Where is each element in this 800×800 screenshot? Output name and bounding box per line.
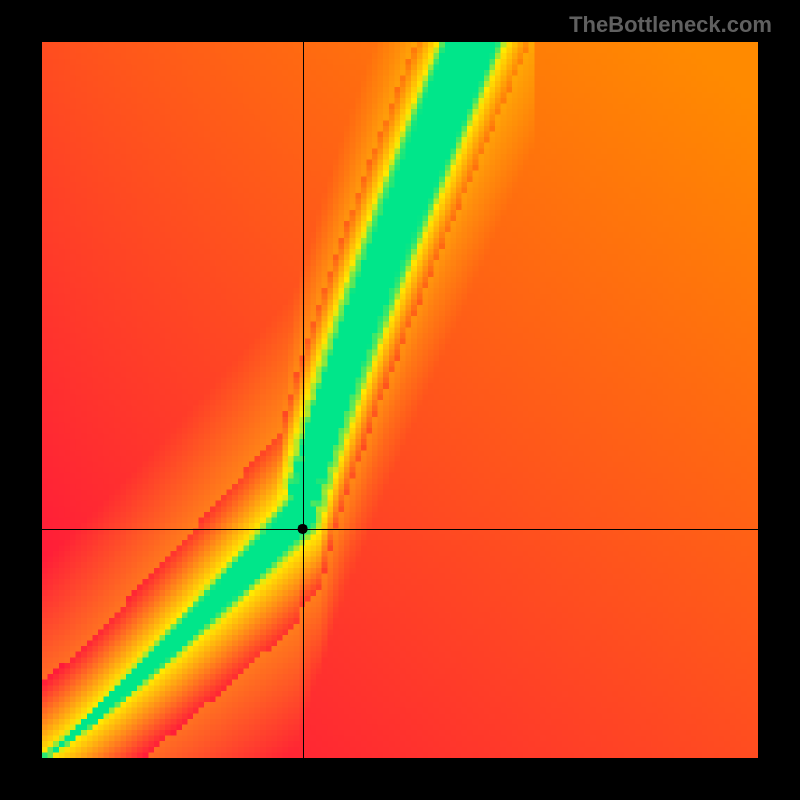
chart-container: TheBottleneck.com: [0, 0, 800, 800]
attribution-text: TheBottleneck.com: [569, 12, 772, 38]
crosshair-overlay: [0, 0, 800, 800]
